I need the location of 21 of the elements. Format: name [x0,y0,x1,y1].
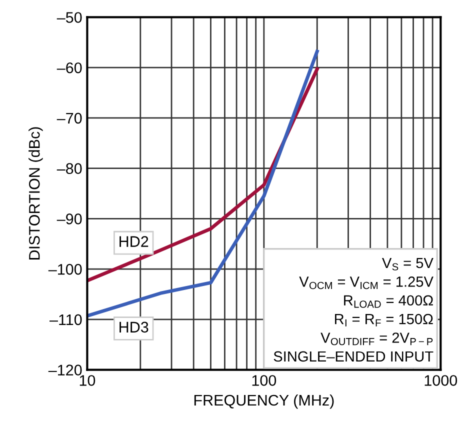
annotation: R$_{LOAD}$ = 400Ω [344,295,433,308]
annotation: SINGLE–ENDED INPUT [274,351,434,362]
annotation: R$_{I}$ = R$_{F}$ = 150Ω [335,314,433,326]
y-tick-label: –110 [49,314,82,326]
x-axis-title: FREQUENCY (MHz) [194,394,334,409]
annotation: V$_{S}$ = 5V [382,258,434,270]
y-tick-label: –50 [56,12,82,23]
x-tick-label: 1000 [424,375,458,386]
y-axis-title: DISTORTION (dBc) [28,127,43,260]
annotation: V$_{OUTDIFF}$ = 2V$_{P−P}$ [320,332,433,346]
y-tick-label: –100 [48,264,82,275]
annotation: V$_{OCM}$ = V$_{ICM}$ = 1.25V [299,276,434,290]
x-tick-label: 100 [252,375,276,386]
y-tick-label: –70 [56,112,82,124]
y-tick-label: –60 [56,62,82,74]
series-label: HD2 [120,236,148,247]
y-tick-label: –90 [56,214,82,224]
series-label: HD3 [120,322,148,333]
x-tick-label: 10 [80,375,96,386]
y-tick-label: –80 [56,163,82,174]
y-tick-label: –120 [48,364,82,376]
